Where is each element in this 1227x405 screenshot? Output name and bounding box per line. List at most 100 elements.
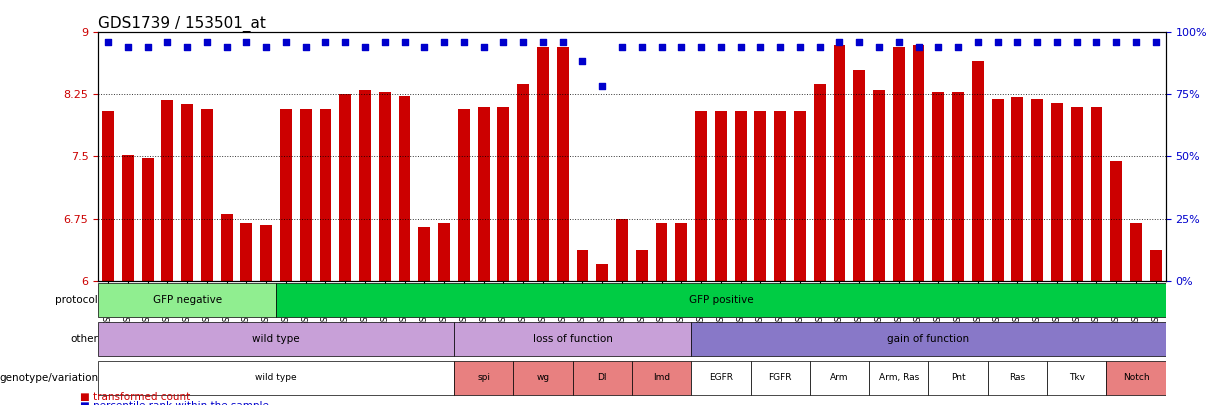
Bar — [655, 223, 667, 281]
Bar — [477, 107, 490, 281]
Point — [710, 44, 730, 51]
Text: Notch: Notch — [1123, 373, 1150, 382]
Point — [909, 44, 929, 51]
Point — [1087, 39, 1107, 46]
Bar — [121, 155, 134, 281]
Point — [395, 39, 415, 46]
Bar — [1052, 103, 1063, 281]
Bar — [201, 109, 212, 281]
FancyBboxPatch shape — [869, 361, 929, 395]
Bar — [755, 111, 767, 281]
Point — [1007, 39, 1027, 46]
Text: ■ percentile rank within the sample: ■ percentile rank within the sample — [80, 401, 269, 405]
Bar — [182, 104, 193, 281]
FancyBboxPatch shape — [573, 361, 632, 395]
FancyBboxPatch shape — [929, 361, 988, 395]
Point — [771, 44, 790, 51]
Bar — [794, 111, 806, 281]
Point — [888, 39, 908, 46]
Bar — [497, 107, 509, 281]
Bar — [1071, 107, 1082, 281]
Point — [929, 44, 948, 51]
Bar — [952, 92, 964, 281]
Point — [790, 44, 810, 51]
Point — [593, 83, 612, 90]
Bar — [240, 223, 253, 281]
Point — [612, 44, 632, 51]
Point — [335, 39, 355, 46]
Point — [177, 44, 196, 51]
Point — [513, 39, 533, 46]
Point — [1027, 39, 1047, 46]
Bar — [141, 158, 153, 281]
Bar — [1011, 97, 1023, 281]
Point — [751, 44, 771, 51]
Bar — [814, 84, 826, 281]
Text: EGFR: EGFR — [709, 373, 733, 382]
Bar — [260, 225, 272, 281]
Point — [296, 44, 315, 51]
Point — [671, 44, 691, 51]
Text: GDS1739 / 153501_at: GDS1739 / 153501_at — [98, 16, 266, 32]
Bar — [557, 47, 568, 281]
FancyBboxPatch shape — [98, 283, 276, 318]
Text: gain of function: gain of function — [887, 334, 969, 344]
Bar — [458, 109, 470, 281]
Text: Arm, Ras: Arm, Ras — [879, 373, 919, 382]
Bar — [913, 45, 924, 281]
Bar — [893, 47, 904, 281]
Bar — [636, 250, 648, 281]
Point — [731, 44, 751, 51]
Bar — [833, 45, 845, 281]
Point — [691, 44, 710, 51]
Text: protocol: protocol — [55, 295, 98, 305]
Point — [198, 39, 217, 46]
Bar — [696, 111, 707, 281]
Text: wild type: wild type — [255, 373, 297, 382]
Text: GFP positive: GFP positive — [688, 295, 753, 305]
Bar — [1031, 98, 1043, 281]
Point — [315, 39, 335, 46]
FancyBboxPatch shape — [98, 361, 454, 395]
Point — [968, 39, 988, 46]
Text: other: other — [70, 334, 98, 344]
Text: genotype/variation: genotype/variation — [0, 373, 98, 382]
Text: spi: spi — [477, 373, 490, 382]
Point — [355, 44, 374, 51]
Point — [533, 39, 552, 46]
FancyBboxPatch shape — [691, 361, 751, 395]
Point — [237, 39, 256, 46]
Bar — [518, 84, 529, 281]
Bar — [735, 111, 746, 281]
Bar — [438, 223, 450, 281]
Bar — [1130, 223, 1142, 281]
FancyBboxPatch shape — [1107, 361, 1166, 395]
Text: Arm: Arm — [831, 373, 849, 382]
Bar — [596, 264, 609, 281]
Point — [849, 39, 869, 46]
Bar — [874, 90, 885, 281]
Bar — [221, 214, 233, 281]
FancyBboxPatch shape — [454, 361, 513, 395]
Point — [988, 39, 1007, 46]
Point — [632, 44, 652, 51]
Point — [118, 44, 137, 51]
Point — [256, 44, 276, 51]
Point — [493, 39, 513, 46]
Point — [1047, 39, 1066, 46]
Text: ■ transformed count: ■ transformed count — [80, 392, 190, 402]
Bar — [715, 111, 726, 281]
Point — [1066, 39, 1086, 46]
Bar — [853, 70, 865, 281]
Text: Tkv: Tkv — [1069, 373, 1085, 382]
Text: Dl: Dl — [598, 373, 607, 382]
Bar — [340, 94, 351, 281]
Point — [553, 39, 573, 46]
Point — [137, 44, 157, 51]
Text: loss of function: loss of function — [533, 334, 612, 344]
Bar — [1091, 107, 1102, 281]
Point — [415, 44, 434, 51]
Bar — [102, 111, 114, 281]
Point — [454, 39, 474, 46]
Bar — [577, 250, 589, 281]
